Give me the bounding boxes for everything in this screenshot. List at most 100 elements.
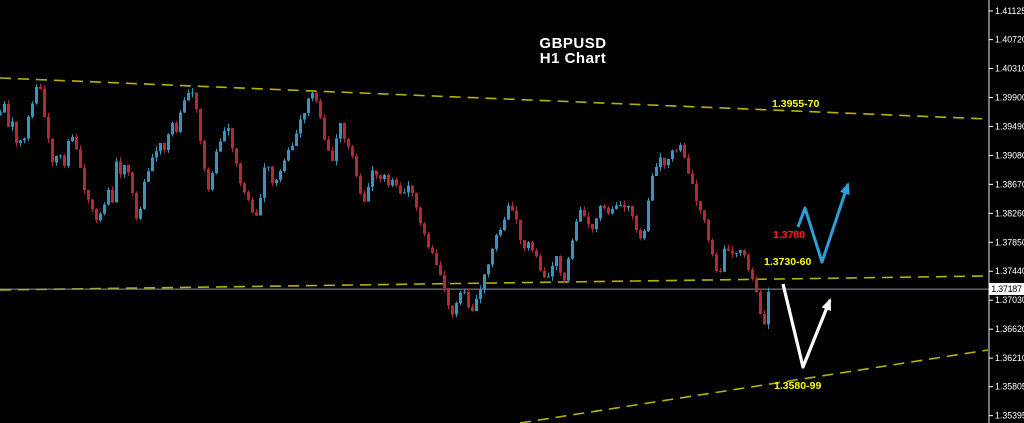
candle-up [615, 205, 618, 209]
candle-up [171, 123, 174, 135]
candle-down [255, 212, 258, 216]
price-axis-tick-label: 1.39900 [995, 93, 1024, 103]
candle-up [299, 119, 302, 134]
candle-up [59, 155, 62, 157]
candle-up [291, 146, 294, 150]
candle-down [451, 305, 454, 315]
candle-down [539, 256, 542, 271]
candle-down [519, 219, 522, 241]
entry-price-label: 1.3780 [773, 229, 806, 241]
price-axis-tick-label: 1.36210 [995, 353, 1024, 363]
price-axis-tick-label: 1.38260 [995, 208, 1024, 218]
candle-down [43, 89, 46, 117]
candle-up [487, 264, 490, 275]
candle-up [655, 167, 658, 176]
candle-up [283, 160, 286, 171]
candle-up [223, 131, 226, 142]
candle-up [611, 209, 614, 214]
candle-down [691, 173, 694, 184]
candle-up [211, 173, 214, 190]
candle-down [83, 168, 86, 190]
candle-up [263, 167, 266, 198]
candle-down [675, 150, 678, 152]
candle-down [315, 92, 318, 101]
candle-up [407, 185, 410, 193]
candle-down [635, 216, 638, 230]
candle-up [107, 190, 110, 205]
candle-up [571, 240, 574, 259]
candle-up [167, 134, 170, 151]
candle-up [267, 166, 270, 168]
candle-up [179, 112, 182, 132]
candle-up [475, 299, 478, 311]
candle-wick [628, 206, 629, 212]
candle-up [367, 186, 370, 202]
candle-down [523, 240, 526, 248]
candle-down [591, 224, 594, 229]
candle-up [67, 141, 70, 166]
candle-down [695, 184, 698, 201]
candle-down [663, 157, 666, 165]
candle-up [183, 100, 186, 113]
candle-down [423, 223, 426, 234]
candle-up [55, 156, 58, 163]
current-price-tag: 1.37187 [989, 283, 1024, 295]
candle-down [251, 199, 254, 213]
candle-up [187, 93, 190, 101]
candle-down [195, 92, 198, 109]
candle-up [479, 289, 482, 300]
candle-down [603, 206, 606, 208]
candles-group [0, 83, 770, 329]
candle-up [23, 138, 26, 141]
resistance-zone-label: 1.3955-70 [772, 98, 820, 110]
lower-channel-trendline [519, 349, 989, 423]
candle-down [543, 270, 546, 278]
candle-wick [40, 83, 41, 90]
candle-up [295, 133, 298, 146]
candle-down [719, 271, 722, 272]
resistance-zone-trendline [0, 77, 989, 120]
candle-up [27, 116, 30, 139]
candle-up [143, 181, 146, 209]
candle-down [563, 272, 566, 281]
whipsaw-projection-arrow [781, 283, 832, 369]
candle-up [459, 292, 462, 303]
candle-up [503, 219, 506, 230]
candle-up [155, 151, 158, 158]
candle-up [567, 258, 570, 281]
candle-up [0, 112, 2, 115]
candle-up [259, 197, 262, 216]
candle-down [347, 139, 350, 147]
candle-down [583, 210, 586, 217]
candle-down [587, 216, 590, 224]
candle-up [767, 292, 770, 325]
candle-down [387, 175, 390, 186]
candle-up [275, 179, 278, 184]
candle-down [395, 180, 398, 186]
candle-wick [60, 154, 61, 159]
candle-down [687, 157, 690, 174]
candle-up [599, 206, 602, 219]
candle-up [647, 200, 650, 231]
candle-down [607, 208, 610, 214]
candle-down [331, 150, 334, 161]
candle-up [579, 210, 582, 222]
candle-up [627, 206, 630, 208]
price-axis-tick-label: 1.35395 [995, 411, 1024, 421]
candle-up [547, 276, 550, 278]
candle-down [515, 210, 518, 220]
candle-down [535, 250, 538, 257]
candle-up [123, 165, 126, 174]
candle-down [747, 255, 750, 270]
candle-down [379, 175, 382, 179]
candle-down [511, 205, 514, 211]
candle-down [743, 250, 746, 255]
lower-trendline-label: 1.3580-99 [774, 380, 822, 392]
candle-down [327, 139, 330, 151]
candle-down [763, 314, 766, 325]
candle-up [651, 176, 654, 201]
candle-up [3, 104, 6, 113]
candle-up [99, 213, 102, 221]
candle-down [439, 265, 442, 276]
